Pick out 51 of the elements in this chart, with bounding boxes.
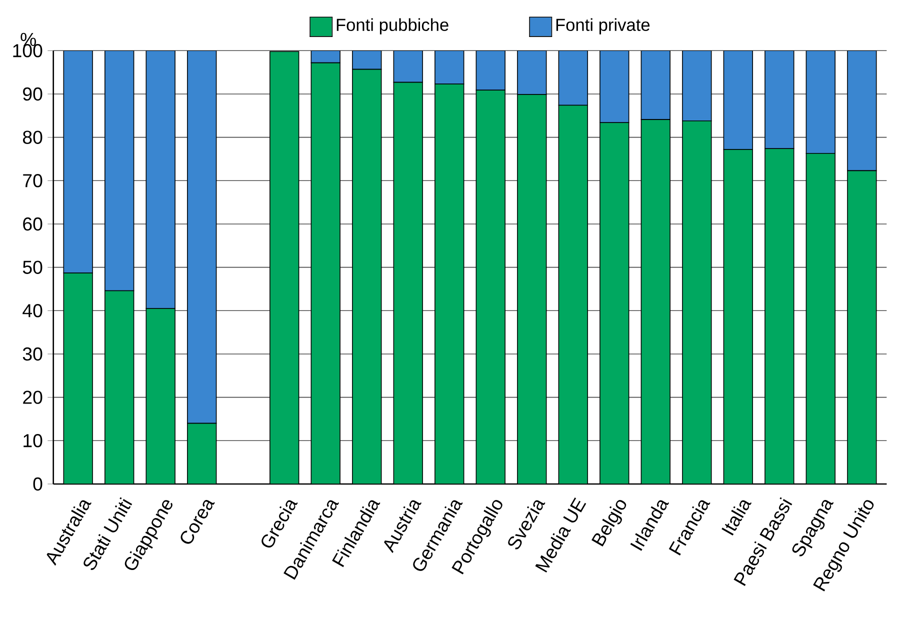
- y-tick-label: 10: [24, 434, 42, 448]
- bar: [640, 119, 670, 484]
- bar: [558, 104, 588, 484]
- y-tick-label: 40: [22, 304, 42, 318]
- bar: [104, 50, 134, 292]
- legend-label: Fonti private: [556, 18, 650, 34]
- bar: [352, 50, 382, 70]
- bar: [434, 50, 464, 84]
- y-tick-label: 80: [22, 130, 42, 144]
- y-tick-label: 60: [23, 217, 42, 231]
- bar: [558, 50, 588, 106]
- y-tick-label: 0: [33, 477, 42, 491]
- bar: [63, 272, 93, 484]
- bar: [476, 50, 506, 90]
- legend-label: Fonti pubbiche: [336, 18, 448, 34]
- bar: [682, 50, 712, 122]
- bar: [352, 68, 382, 484]
- bar: [517, 50, 547, 95]
- bar: [847, 170, 877, 484]
- y-tick-label: 70: [23, 174, 42, 188]
- y-tick-label: 20: [23, 390, 42, 404]
- y-axis-title: %: [20, 32, 36, 46]
- bar: [310, 62, 340, 484]
- bar: [682, 120, 712, 484]
- bar: [434, 84, 464, 484]
- bar: [847, 50, 877, 172]
- bar: [806, 152, 836, 484]
- bar: [723, 50, 753, 150]
- bar: [764, 148, 794, 484]
- bar: [393, 50, 423, 83]
- bar: [310, 50, 340, 64]
- bar: [640, 50, 670, 120]
- y-tick-label: 90: [23, 87, 42, 101]
- bar: [806, 50, 836, 154]
- bar: [393, 82, 423, 484]
- bar: [517, 94, 547, 484]
- y-tick-label: 50: [22, 260, 42, 274]
- bar: [146, 308, 176, 484]
- bar: [764, 50, 794, 149]
- y-tick-label: 30: [22, 347, 42, 361]
- bar: [600, 122, 630, 484]
- bar: [146, 50, 176, 309]
- y-tick-label: 100: [13, 44, 42, 58]
- bar: [104, 290, 134, 484]
- bar: [476, 90, 506, 484]
- bar: [63, 50, 93, 274]
- bar: [723, 149, 753, 484]
- bar: [187, 50, 217, 424]
- bar: [187, 422, 217, 484]
- bar: [600, 50, 630, 123]
- bar: [270, 51, 300, 484]
